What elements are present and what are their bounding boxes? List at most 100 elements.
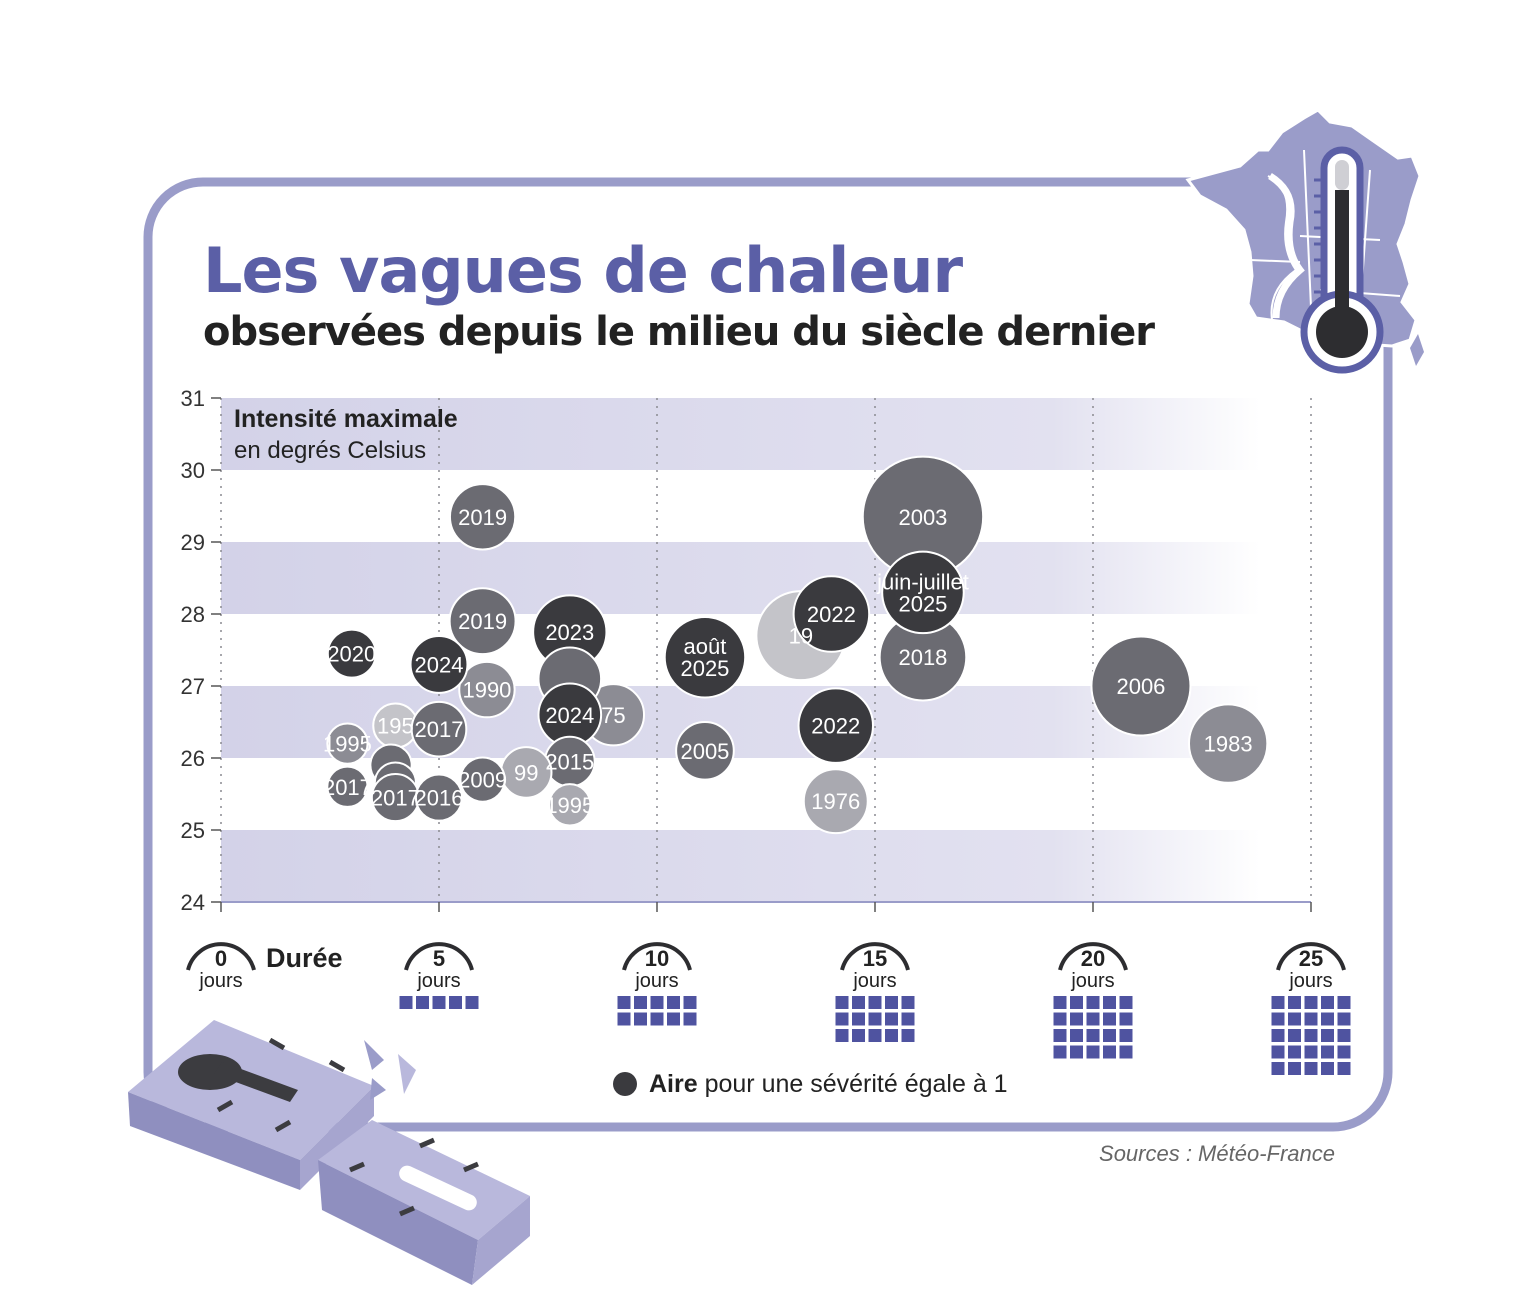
day-block (868, 1029, 882, 1042)
bubble-2017 (326, 765, 369, 808)
bubble-label: 2006 (1116, 674, 1165, 699)
day-block (1053, 1029, 1067, 1042)
day-block (868, 1012, 882, 1026)
bubble-label: 1976 (811, 789, 860, 814)
bubble-août-2025 (663, 615, 747, 699)
bubble-2017 (410, 700, 468, 758)
x-tick-label: 25 (1299, 946, 1323, 971)
day-block (683, 996, 697, 1009)
bubble-label: 2022 (807, 602, 856, 627)
day-block (885, 996, 898, 1009)
x-tick-label: 5 (433, 946, 445, 971)
bubble-label: 2023 (545, 620, 594, 645)
x-tick-unit: jours (1070, 970, 1114, 992)
day-block (835, 996, 849, 1009)
day-block (901, 1029, 915, 1042)
day-block (1086, 996, 1100, 1009)
gridlines (221, 398, 1312, 903)
x-tick-unit: jours (1288, 970, 1332, 992)
x-tick-unit: jours (634, 970, 678, 992)
bubble-label: 2024 (545, 703, 594, 728)
day-block (835, 1029, 849, 1042)
bubble-1983 (1187, 703, 1269, 784)
legend-text: pour une sévérité égale à 1 (705, 1070, 1008, 1098)
y-tick-label: 28 (181, 602, 205, 627)
day-block (1288, 1062, 1301, 1075)
bubble-label: 2019 (458, 505, 507, 530)
bubble-1976 (802, 768, 869, 835)
bubble-2022 (792, 575, 871, 653)
legend-bold: Aire (649, 1070, 698, 1098)
bubble-label: 2016 (415, 786, 464, 811)
day-block (1103, 1045, 1116, 1059)
bubble-label: 2017 (415, 717, 464, 742)
bubble-label: 1983 (1204, 732, 1253, 757)
bubble-label: 1995 (323, 732, 372, 757)
bubble-2024 (409, 634, 469, 694)
day-block (667, 996, 680, 1009)
day-block (617, 996, 631, 1009)
day-block (885, 1029, 898, 1042)
day-block (465, 996, 479, 1009)
source-note: Sources : Météo-France (1099, 1141, 1335, 1166)
y-tick-label: 27 (181, 674, 205, 699)
x-tick-arc (186, 942, 256, 971)
day-block (1070, 996, 1083, 1009)
day-block (1070, 1012, 1083, 1026)
day-block (634, 1012, 647, 1026)
x-tick-arc (840, 942, 910, 971)
day-block (1086, 1029, 1100, 1042)
day-block (399, 996, 413, 1009)
day-block (1304, 1045, 1318, 1059)
day-block (617, 1012, 631, 1026)
day-block (1288, 996, 1301, 1009)
bubble-1995 (548, 783, 592, 827)
y-tick-label: 30 (181, 458, 205, 483)
bubble-label: 2024 (415, 652, 464, 677)
day-block (1304, 1012, 1318, 1026)
bubble-label: juin-juillet 2025 (876, 569, 969, 616)
day-block (650, 996, 664, 1009)
bubble-label: 2020 (327, 642, 376, 667)
day-block (868, 996, 882, 1009)
bubble-label: 2003 (898, 505, 947, 530)
bubble-1995 (326, 722, 369, 765)
day-block (1271, 996, 1285, 1009)
x-tick-label: 10 (645, 946, 669, 971)
day-block (852, 1029, 865, 1042)
day-block (835, 1012, 849, 1026)
day-block (1321, 1045, 1334, 1059)
x-tick-arc (1276, 942, 1346, 971)
y-axis: 31 30 29 28 27 26 25 24 (181, 386, 222, 915)
bubble-2016 (414, 773, 464, 822)
y-axis-unit: en degrés Celsius (234, 437, 426, 464)
day-block (852, 996, 865, 1009)
bubble-2022 (797, 687, 874, 764)
legend: Aire pour une sévérité égale à 1 (613, 1070, 1008, 1098)
y-tick-label: 31 (181, 386, 205, 411)
bubble-label: 2019 (458, 609, 507, 634)
bubble-label: 19 (789, 624, 813, 649)
y-tick-label: 26 (181, 746, 205, 771)
day-block (901, 1012, 915, 1026)
bubble-label: 2018 (898, 645, 947, 670)
x-tick-arc (1058, 942, 1128, 971)
day-block (1304, 996, 1318, 1009)
band-2 (221, 542, 1260, 614)
x-tick-unit: jours (198, 970, 242, 992)
page-title: Les vagues de chaleur (203, 234, 964, 307)
day-block (1321, 996, 1334, 1009)
day-block (634, 996, 647, 1009)
svg-text:Aire pour une sévérité égale à: Aire pour une sévérité égale à 1 (649, 1070, 1008, 1098)
bubble-2019 (448, 483, 517, 551)
day-block (1271, 1012, 1285, 1026)
bubble-label: 1995 (545, 793, 594, 818)
x-tick-label: 0 (215, 946, 227, 971)
day-block (852, 1012, 865, 1026)
bubble-label: août 2025 (680, 634, 729, 681)
day-block (1271, 1045, 1285, 1059)
bubble-2019 (448, 587, 517, 656)
day-block (1086, 1012, 1100, 1026)
x-tick-label: 20 (1081, 946, 1105, 971)
day-block (1086, 1045, 1100, 1059)
